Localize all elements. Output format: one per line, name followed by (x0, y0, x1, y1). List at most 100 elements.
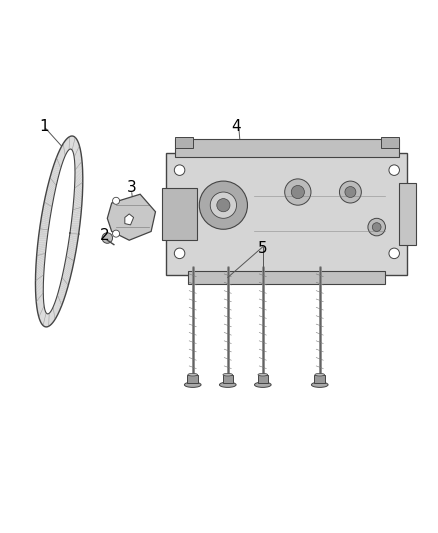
Polygon shape (59, 288, 64, 299)
Polygon shape (35, 284, 43, 293)
Polygon shape (35, 278, 43, 286)
Polygon shape (75, 158, 82, 169)
Polygon shape (69, 237, 78, 240)
Polygon shape (75, 152, 81, 164)
Polygon shape (55, 160, 60, 172)
Polygon shape (74, 190, 83, 196)
Polygon shape (66, 140, 67, 153)
Polygon shape (40, 309, 45, 321)
Polygon shape (75, 161, 82, 171)
Polygon shape (39, 234, 48, 236)
Polygon shape (71, 224, 80, 226)
Circle shape (199, 181, 247, 229)
Polygon shape (64, 268, 71, 277)
Polygon shape (68, 137, 69, 150)
Polygon shape (38, 301, 44, 312)
Polygon shape (66, 259, 74, 265)
Polygon shape (51, 310, 52, 324)
Polygon shape (35, 269, 44, 276)
Polygon shape (65, 260, 73, 268)
Polygon shape (74, 147, 80, 159)
Polygon shape (36, 263, 45, 269)
FancyBboxPatch shape (175, 138, 193, 148)
Polygon shape (74, 150, 81, 161)
Polygon shape (38, 238, 47, 240)
Polygon shape (67, 138, 68, 151)
Polygon shape (70, 235, 78, 238)
Polygon shape (35, 275, 44, 283)
FancyBboxPatch shape (258, 375, 268, 383)
Polygon shape (71, 136, 74, 150)
Polygon shape (42, 312, 46, 325)
Polygon shape (47, 314, 49, 327)
Polygon shape (75, 168, 83, 177)
Polygon shape (62, 277, 68, 287)
FancyBboxPatch shape (314, 375, 325, 383)
Polygon shape (49, 179, 56, 188)
FancyBboxPatch shape (175, 140, 399, 157)
Polygon shape (42, 208, 51, 214)
Polygon shape (44, 313, 47, 327)
Polygon shape (73, 205, 82, 209)
Polygon shape (73, 139, 77, 151)
Polygon shape (75, 164, 82, 173)
FancyBboxPatch shape (188, 271, 385, 284)
Polygon shape (70, 136, 71, 149)
Ellipse shape (315, 374, 325, 376)
Polygon shape (65, 263, 72, 271)
Polygon shape (73, 138, 76, 151)
Polygon shape (74, 182, 83, 190)
Circle shape (339, 181, 361, 203)
Polygon shape (36, 256, 45, 261)
Polygon shape (69, 136, 71, 150)
Ellipse shape (188, 374, 198, 376)
Ellipse shape (223, 374, 233, 376)
Polygon shape (69, 240, 78, 244)
Polygon shape (72, 137, 75, 150)
Polygon shape (45, 198, 53, 205)
Polygon shape (75, 159, 82, 170)
Polygon shape (62, 276, 69, 285)
Polygon shape (70, 231, 79, 234)
Polygon shape (59, 289, 64, 301)
FancyBboxPatch shape (162, 188, 197, 240)
Circle shape (389, 248, 399, 259)
Polygon shape (45, 314, 47, 327)
Polygon shape (53, 308, 55, 321)
Polygon shape (38, 302, 44, 313)
Polygon shape (73, 199, 82, 204)
Polygon shape (43, 313, 46, 326)
Polygon shape (44, 313, 47, 327)
Polygon shape (35, 282, 43, 291)
Polygon shape (40, 222, 49, 225)
Polygon shape (72, 216, 81, 219)
Polygon shape (75, 176, 83, 184)
Circle shape (372, 223, 381, 231)
Circle shape (291, 185, 304, 199)
Polygon shape (41, 216, 50, 221)
Circle shape (368, 219, 385, 236)
Polygon shape (44, 202, 52, 208)
Polygon shape (35, 274, 44, 281)
Polygon shape (73, 140, 77, 152)
Polygon shape (73, 141, 78, 154)
Polygon shape (74, 188, 83, 195)
Polygon shape (73, 206, 82, 211)
Polygon shape (67, 254, 75, 260)
Polygon shape (37, 297, 43, 308)
Circle shape (217, 199, 230, 212)
Polygon shape (52, 169, 58, 180)
Polygon shape (60, 149, 64, 161)
Polygon shape (65, 140, 67, 154)
Polygon shape (49, 313, 50, 326)
Polygon shape (54, 163, 60, 174)
FancyBboxPatch shape (399, 183, 416, 245)
Polygon shape (73, 203, 82, 207)
Ellipse shape (311, 382, 328, 387)
Polygon shape (49, 177, 57, 187)
Polygon shape (73, 200, 82, 206)
Polygon shape (35, 268, 44, 274)
Polygon shape (36, 253, 46, 257)
Polygon shape (48, 313, 49, 327)
Polygon shape (68, 245, 77, 250)
